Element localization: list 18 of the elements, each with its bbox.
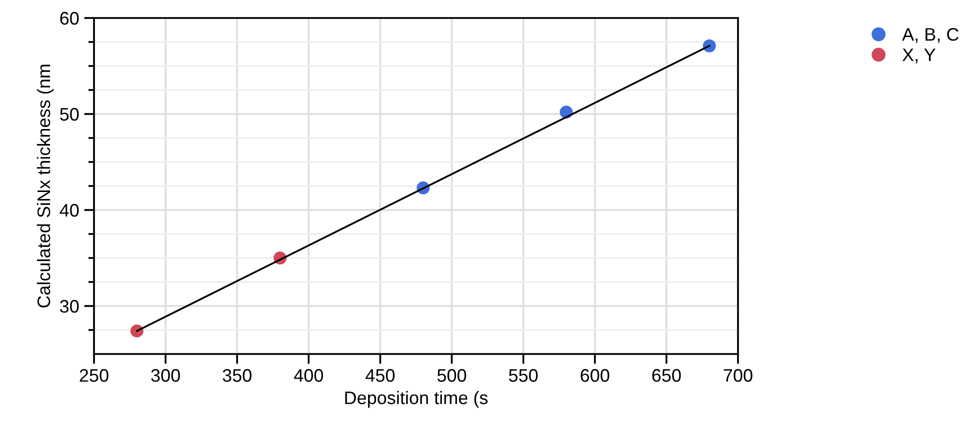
x-tick-label: 400 <box>294 369 324 382</box>
x-tick-label: 600 <box>580 369 610 382</box>
x-tick-label: 250 <box>80 369 108 382</box>
x-tick-label: 650 <box>652 369 681 382</box>
y-tick-label: 40 <box>60 204 79 217</box>
y-axis-title: Calculated SiNx thickness (nm <box>36 64 54 308</box>
y-tick-label: 30 <box>60 300 79 313</box>
x-tick-label: 700 <box>724 369 752 382</box>
x-tick-label: 500 <box>437 369 466 382</box>
y-tick-label: 60 <box>60 12 79 25</box>
y-tick-label: 50 <box>60 108 79 121</box>
x-axis-title: Deposition time (s <box>345 390 488 408</box>
x-tick-label: 300 <box>151 369 180 382</box>
legend-label: X, Y <box>902 48 936 64</box>
x-tick-label: 450 <box>366 369 395 382</box>
x-tick-label: 550 <box>508 369 538 382</box>
x-tick-label: 350 <box>222 369 252 382</box>
legend-label: A, B, C <box>902 28 959 43</box>
